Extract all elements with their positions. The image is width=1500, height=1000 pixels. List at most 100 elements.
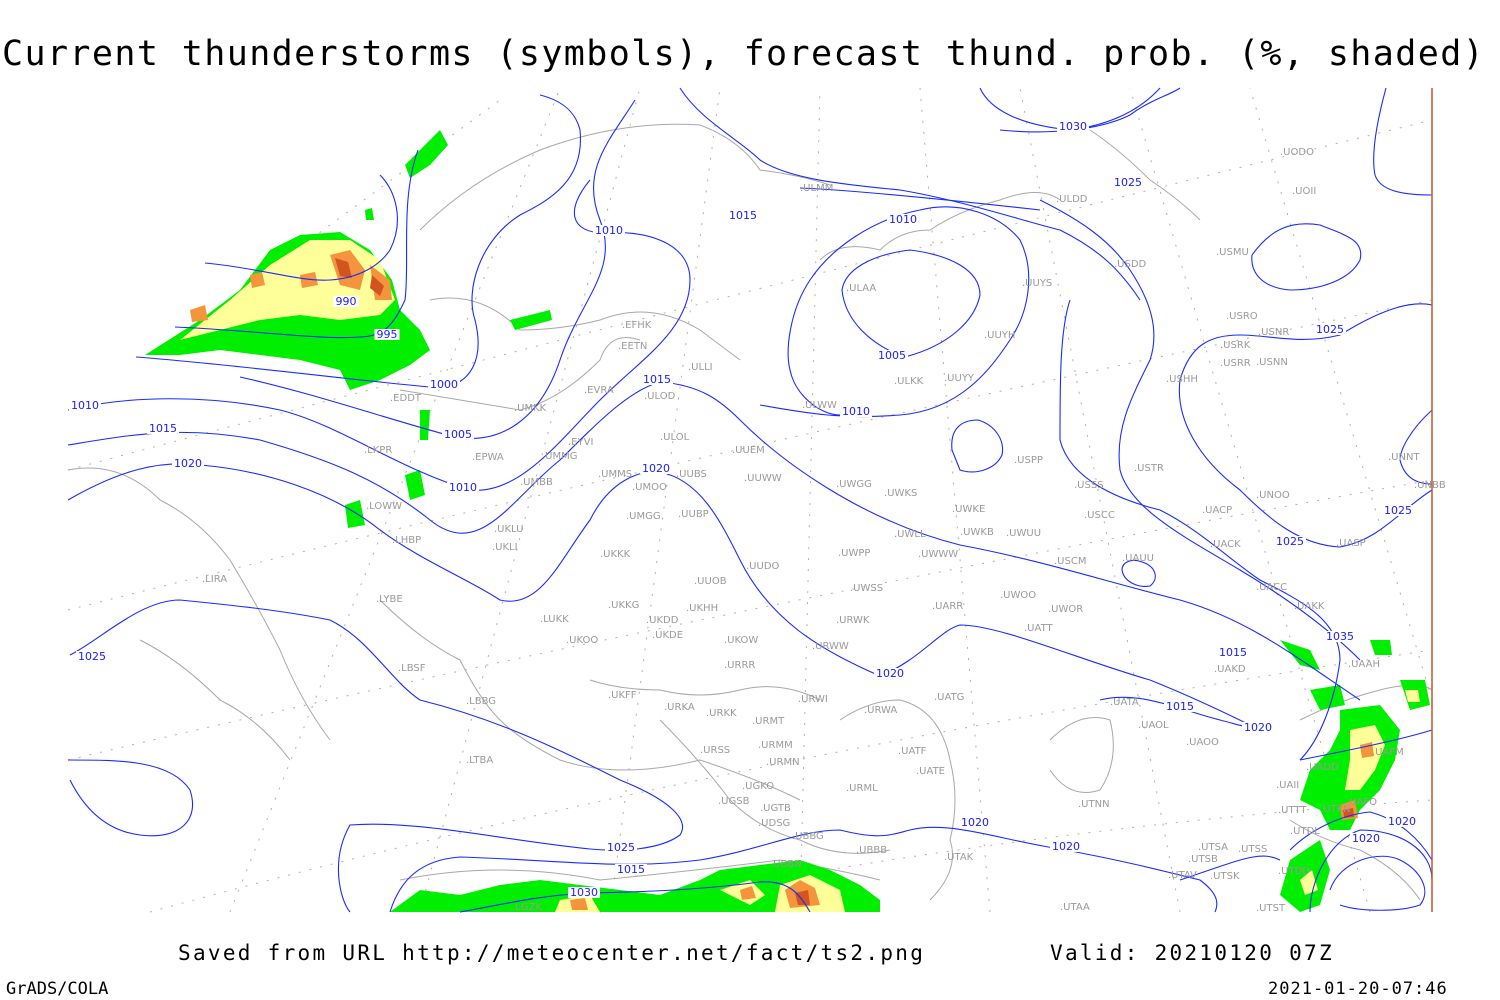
station-label: .UTAK — [944, 852, 974, 863]
station-label: .UATA — [1110, 697, 1139, 708]
isobar-label-bg — [641, 374, 673, 385]
isobar-label-bg — [1314, 324, 1346, 335]
isobar-label-bg — [374, 329, 400, 340]
station-label: .UWOR — [1048, 604, 1083, 615]
station-label: .URMM — [758, 740, 793, 751]
station-label: .UUYY — [944, 373, 975, 384]
station-label: .UUEM — [732, 445, 765, 456]
station-label: .UADD — [1306, 762, 1339, 773]
thunderstorm-probability-shading — [145, 130, 1430, 912]
station-label: .UKFF — [608, 690, 637, 701]
isobar-label-bg — [147, 423, 179, 434]
station-label: .USHH — [1166, 374, 1198, 385]
station-label: .UTAV — [1168, 870, 1197, 881]
isobar-label: 1010 — [449, 481, 477, 494]
station-label: .UWPP — [838, 548, 870, 559]
probability-shade-prob-high — [570, 880, 820, 910]
station-label: .UBBB — [856, 845, 887, 856]
isobar-line — [239, 99, 636, 439]
station-label: .LBSF — [398, 663, 426, 674]
station-label: .UMGG — [626, 511, 661, 522]
isobar-line — [999, 87, 1181, 133]
station-label: .UNNT — [1388, 452, 1420, 463]
generated-timestamp: 2021-01-20-07:46 — [1268, 979, 1448, 999]
station-label: .UWSS — [850, 583, 883, 594]
isobar-line — [69, 599, 684, 913]
isobar-label: 1005 — [878, 349, 906, 362]
station-label: .ULAA — [846, 283, 876, 294]
station-label: .ULOL — [660, 432, 690, 443]
station-label: .URMN — [766, 757, 800, 768]
station-label: .UTDD — [1278, 866, 1310, 877]
isobar-label: 1025 — [1384, 504, 1412, 517]
station-label: .UTAA — [1060, 902, 1090, 913]
isobar-line — [174, 149, 419, 339]
isobar-label: 990 — [336, 295, 357, 308]
station-label: .LHBP — [392, 535, 421, 546]
station-label: .LTBA — [466, 755, 493, 766]
isobar-label: 1020 — [961, 816, 989, 829]
station-label: .ULDD — [1056, 194, 1088, 205]
isobar-label-bg — [76, 651, 108, 662]
isobar-label-bg — [172, 458, 204, 469]
isobar-label: 1020 — [876, 667, 904, 680]
station-label: .UWKE — [952, 504, 985, 515]
station-label: .UMMG — [542, 451, 578, 462]
isobar-label-bg — [333, 296, 359, 307]
station-label: .UMOO — [632, 482, 667, 493]
station-label: .URWI — [798, 694, 828, 705]
station-label: .LGZK — [512, 902, 542, 913]
isobar-line — [135, 94, 581, 389]
station-label: .UTTT — [1278, 805, 1307, 816]
isobar-label-bg — [1164, 701, 1196, 712]
station-label: .USDD — [1114, 259, 1147, 270]
station-label: .UAFO — [1346, 797, 1377, 808]
station-label: .UAKK — [1294, 601, 1325, 612]
station-label: .ULOD — [644, 391, 676, 402]
probability-shade-prob-max — [795, 890, 810, 905]
station-label: .USCM — [1054, 556, 1086, 567]
isobar-line — [799, 187, 1041, 211]
station-label: .UKOO — [566, 635, 598, 646]
isobar-label: 1000 — [430, 378, 458, 391]
isobar-label: 1020 — [1244, 721, 1272, 734]
isobar-label-bg — [874, 668, 906, 679]
isobar-line — [1329, 855, 1426, 911]
isobar-label-bg — [1217, 647, 1249, 658]
station-label: .UTSK — [1210, 871, 1240, 882]
isobar-label: 1010 — [842, 405, 870, 418]
isobar-label: 1020 — [174, 457, 202, 470]
station-label: .UAUU — [1122, 553, 1154, 564]
isobar-line — [389, 826, 1218, 913]
isobar-label-bg — [1382, 505, 1414, 516]
isobars: 990 995 1000 1005 1010 1010 1015 1020 1025 1010 10… — [67, 87, 1433, 913]
map-title: Current thunderstorms (symbols), forecas… — [2, 34, 1486, 74]
station-label: .USCC — [1084, 510, 1115, 521]
station-label: .USMU — [1216, 247, 1249, 258]
station-label: .UMBB — [520, 477, 553, 488]
station-label: .ULWW — [802, 400, 837, 411]
isobar-label-bg — [1112, 177, 1144, 188]
isobar-label: 1015 — [617, 863, 645, 876]
station-label: .UGSB — [718, 796, 750, 807]
station-label: .URKK — [706, 708, 737, 719]
station-label: .URKA — [664, 702, 695, 713]
station-label: .EPWA — [472, 452, 504, 463]
station-label: .URMT — [752, 716, 785, 727]
station-label: .UAOL — [1138, 720, 1169, 731]
isobar-line — [1178, 303, 1433, 548]
isobar-label: 995 — [377, 328, 398, 341]
station-label: .UARR — [932, 601, 963, 612]
isobar-line — [1251, 223, 1362, 291]
isobar-line — [67, 463, 1261, 731]
station-label: .UAII — [1276, 780, 1299, 791]
station-label: .UODO — [1280, 147, 1314, 158]
station-label: .UUOB — [694, 576, 727, 587]
station-label: .UGTB — [760, 803, 791, 814]
station-label: .UASP — [1336, 538, 1366, 549]
station-label: .UUWW — [744, 473, 782, 484]
station-label: .UGKO — [742, 781, 774, 792]
station-label: .UAFM — [1372, 747, 1404, 758]
isobar-label-bg — [615, 864, 647, 875]
